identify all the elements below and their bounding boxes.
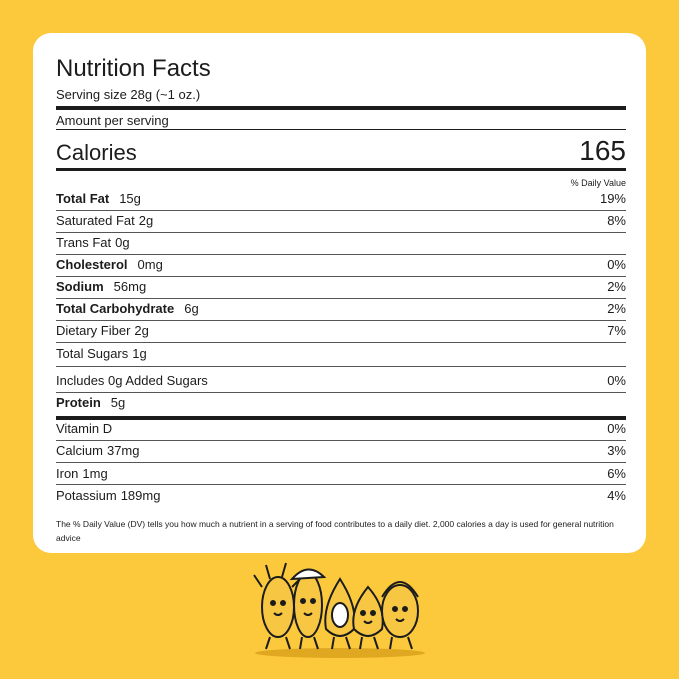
nutrient-row: Saturated Fat 2g 8% xyxy=(56,212,626,230)
daily-value: 6% xyxy=(607,466,626,481)
nutrient-name: Dietary Fiber xyxy=(56,323,131,338)
nutrient-amount: 2g xyxy=(134,323,149,338)
daily-value: 7% xyxy=(607,323,626,338)
divider xyxy=(56,392,626,393)
nutrient-name: Iron xyxy=(56,466,79,481)
nutrient-row: Sodium 56mg 2% xyxy=(56,278,626,296)
nutrient-row: Calcium 37mg 3% xyxy=(56,442,626,460)
daily-value: 0% xyxy=(607,421,626,436)
nutrient-name: Total Sugars xyxy=(56,346,129,361)
nutrient-amount: 1g xyxy=(132,346,147,361)
nutrient-amount: 0mg xyxy=(137,257,163,272)
nutrient-name: Calcium xyxy=(56,443,103,458)
nutrient-amount: 5g xyxy=(110,395,126,410)
nutrient-row: Includes 0g Added Sugars 0% xyxy=(56,372,626,390)
nutrient-name: Potassium xyxy=(56,488,117,503)
nutrient-name: Total Carbohydrate xyxy=(56,301,175,316)
calories-value: 165 xyxy=(579,135,626,166)
divider xyxy=(56,440,626,441)
nutrient-name: Vitamin D xyxy=(56,421,113,436)
divider xyxy=(56,462,626,463)
daily-value: 3% xyxy=(607,443,626,458)
daily-value: 8% xyxy=(607,213,626,228)
divider xyxy=(56,416,626,420)
divider xyxy=(56,484,626,485)
nutrient-row: Potassium 189mg 4% xyxy=(56,487,626,505)
nutrient-amount: 189mg xyxy=(120,488,161,503)
divider xyxy=(56,342,626,343)
nutrition-card: Nutrition Facts Serving size 28g (~1 oz.… xyxy=(33,33,646,553)
nutrient-row: Total Carbohydrate 6g 2% xyxy=(56,300,626,318)
nutrient-amount: 56mg xyxy=(113,279,147,294)
nutrient-name: Sodium xyxy=(56,279,104,294)
divider xyxy=(56,168,626,171)
nutrient-row: Trans Fat 0g xyxy=(56,234,626,252)
daily-value: 2% xyxy=(607,301,626,316)
nutrient-amount: 1mg xyxy=(82,466,108,481)
nutrient-amount: 15g xyxy=(119,191,141,206)
divider xyxy=(56,232,626,233)
nutrient-amount: 0g xyxy=(115,235,130,250)
divider xyxy=(56,106,626,110)
nutrient-row: Dietary Fiber 2g 7% xyxy=(56,322,626,340)
nutrient-name: Trans Fat xyxy=(56,235,112,250)
daily-value: 2% xyxy=(607,279,626,294)
footnote: The % Daily Value (DV) tells you how muc… xyxy=(56,519,614,543)
divider xyxy=(56,210,626,211)
nutrient-name: Protein xyxy=(56,395,101,410)
nutrient-name: Includes 0g Added Sugars xyxy=(56,373,208,388)
nutrient-name: Saturated Fat xyxy=(56,213,135,228)
divider xyxy=(56,276,626,277)
divider xyxy=(56,366,626,367)
nutrient-row: Total Sugars 1g xyxy=(56,345,626,363)
divider xyxy=(56,254,626,255)
divider xyxy=(56,320,626,321)
nutrient-row: Iron 1mg 6% xyxy=(56,465,626,483)
nutrient-amount: 37mg xyxy=(106,443,140,458)
calories-label: Calories xyxy=(56,140,137,165)
nutrient-row: Protein 5g xyxy=(56,394,626,412)
nutrient-row: Total Fat 15g 19% xyxy=(56,190,626,208)
divider xyxy=(56,298,626,299)
daily-value: 4% xyxy=(607,488,626,503)
nutrient-name: Cholesterol xyxy=(56,257,128,272)
daily-value: 19% xyxy=(599,191,626,206)
amount-per-serving: Amount per serving xyxy=(56,113,169,128)
nutrient-row: Cholesterol 0mg 0% xyxy=(56,256,626,274)
nutrient-row: Vitamin D 0% xyxy=(56,420,626,438)
nutrient-amount: 2g xyxy=(138,213,154,228)
divider xyxy=(56,129,626,130)
serving-size: Serving size 28g (~1 oz.) xyxy=(56,87,201,102)
title: Nutrition Facts xyxy=(56,55,211,82)
nutrient-amount: 6g xyxy=(184,301,199,316)
daily-value-header: % Daily Value xyxy=(570,178,626,188)
mascot-illustration xyxy=(253,562,425,658)
daily-value: 0% xyxy=(607,257,626,272)
nutrient-name: Total Fat xyxy=(56,191,110,206)
daily-value: 0% xyxy=(607,373,626,388)
